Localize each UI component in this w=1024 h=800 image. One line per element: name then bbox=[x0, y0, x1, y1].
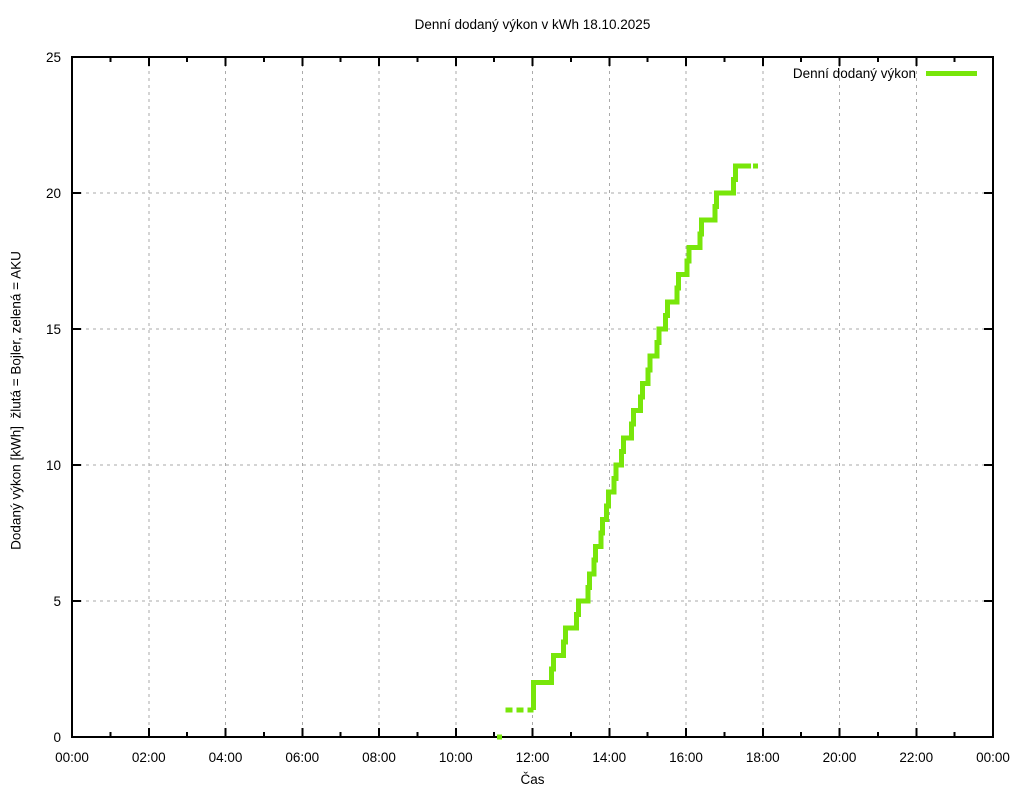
legend-label: Denní dodaný výkon bbox=[792, 66, 916, 81]
legend: Denní dodaný výkon bbox=[793, 65, 977, 82]
y-tick-label: 20 bbox=[46, 186, 61, 201]
x-tick-label: 12:00 bbox=[516, 750, 550, 765]
x-axis-label: Čas bbox=[520, 772, 545, 787]
y-tick-label: 0 bbox=[53, 730, 61, 745]
plot-border bbox=[71, 56, 994, 738]
x-tick-label: 02:00 bbox=[132, 750, 166, 765]
y-tick-label: 25 bbox=[46, 50, 61, 65]
y-tick-label: 15 bbox=[46, 322, 61, 337]
x-tick-label: 04:00 bbox=[209, 750, 243, 765]
chart-title: Denní dodaný výkon v kWh 18.10.2025 bbox=[414, 17, 651, 32]
y-tick-label: 5 bbox=[53, 594, 61, 609]
y-tick-label: 10 bbox=[46, 458, 61, 473]
x-tick-label: 08:00 bbox=[362, 750, 396, 765]
x-tick-label: 14:00 bbox=[592, 750, 626, 765]
x-tick-label: 22:00 bbox=[899, 750, 933, 765]
x-tick-label: 10:00 bbox=[439, 750, 473, 765]
x-tick-label: 18:00 bbox=[746, 750, 780, 765]
y-axis-label: Dodaný výkon [kWh] žlutá = Bojler, zelen… bbox=[8, 251, 24, 550]
series-step-line bbox=[530, 163, 751, 710]
x-tick-label: 00:00 bbox=[55, 750, 89, 765]
x-tick-label: 06:00 bbox=[285, 750, 319, 765]
legend-line-sample bbox=[926, 71, 977, 76]
x-tick-label: 20:00 bbox=[823, 750, 857, 765]
x-tick-label: 16:00 bbox=[669, 750, 703, 765]
x-tick-label: 00:00 bbox=[976, 750, 1010, 765]
